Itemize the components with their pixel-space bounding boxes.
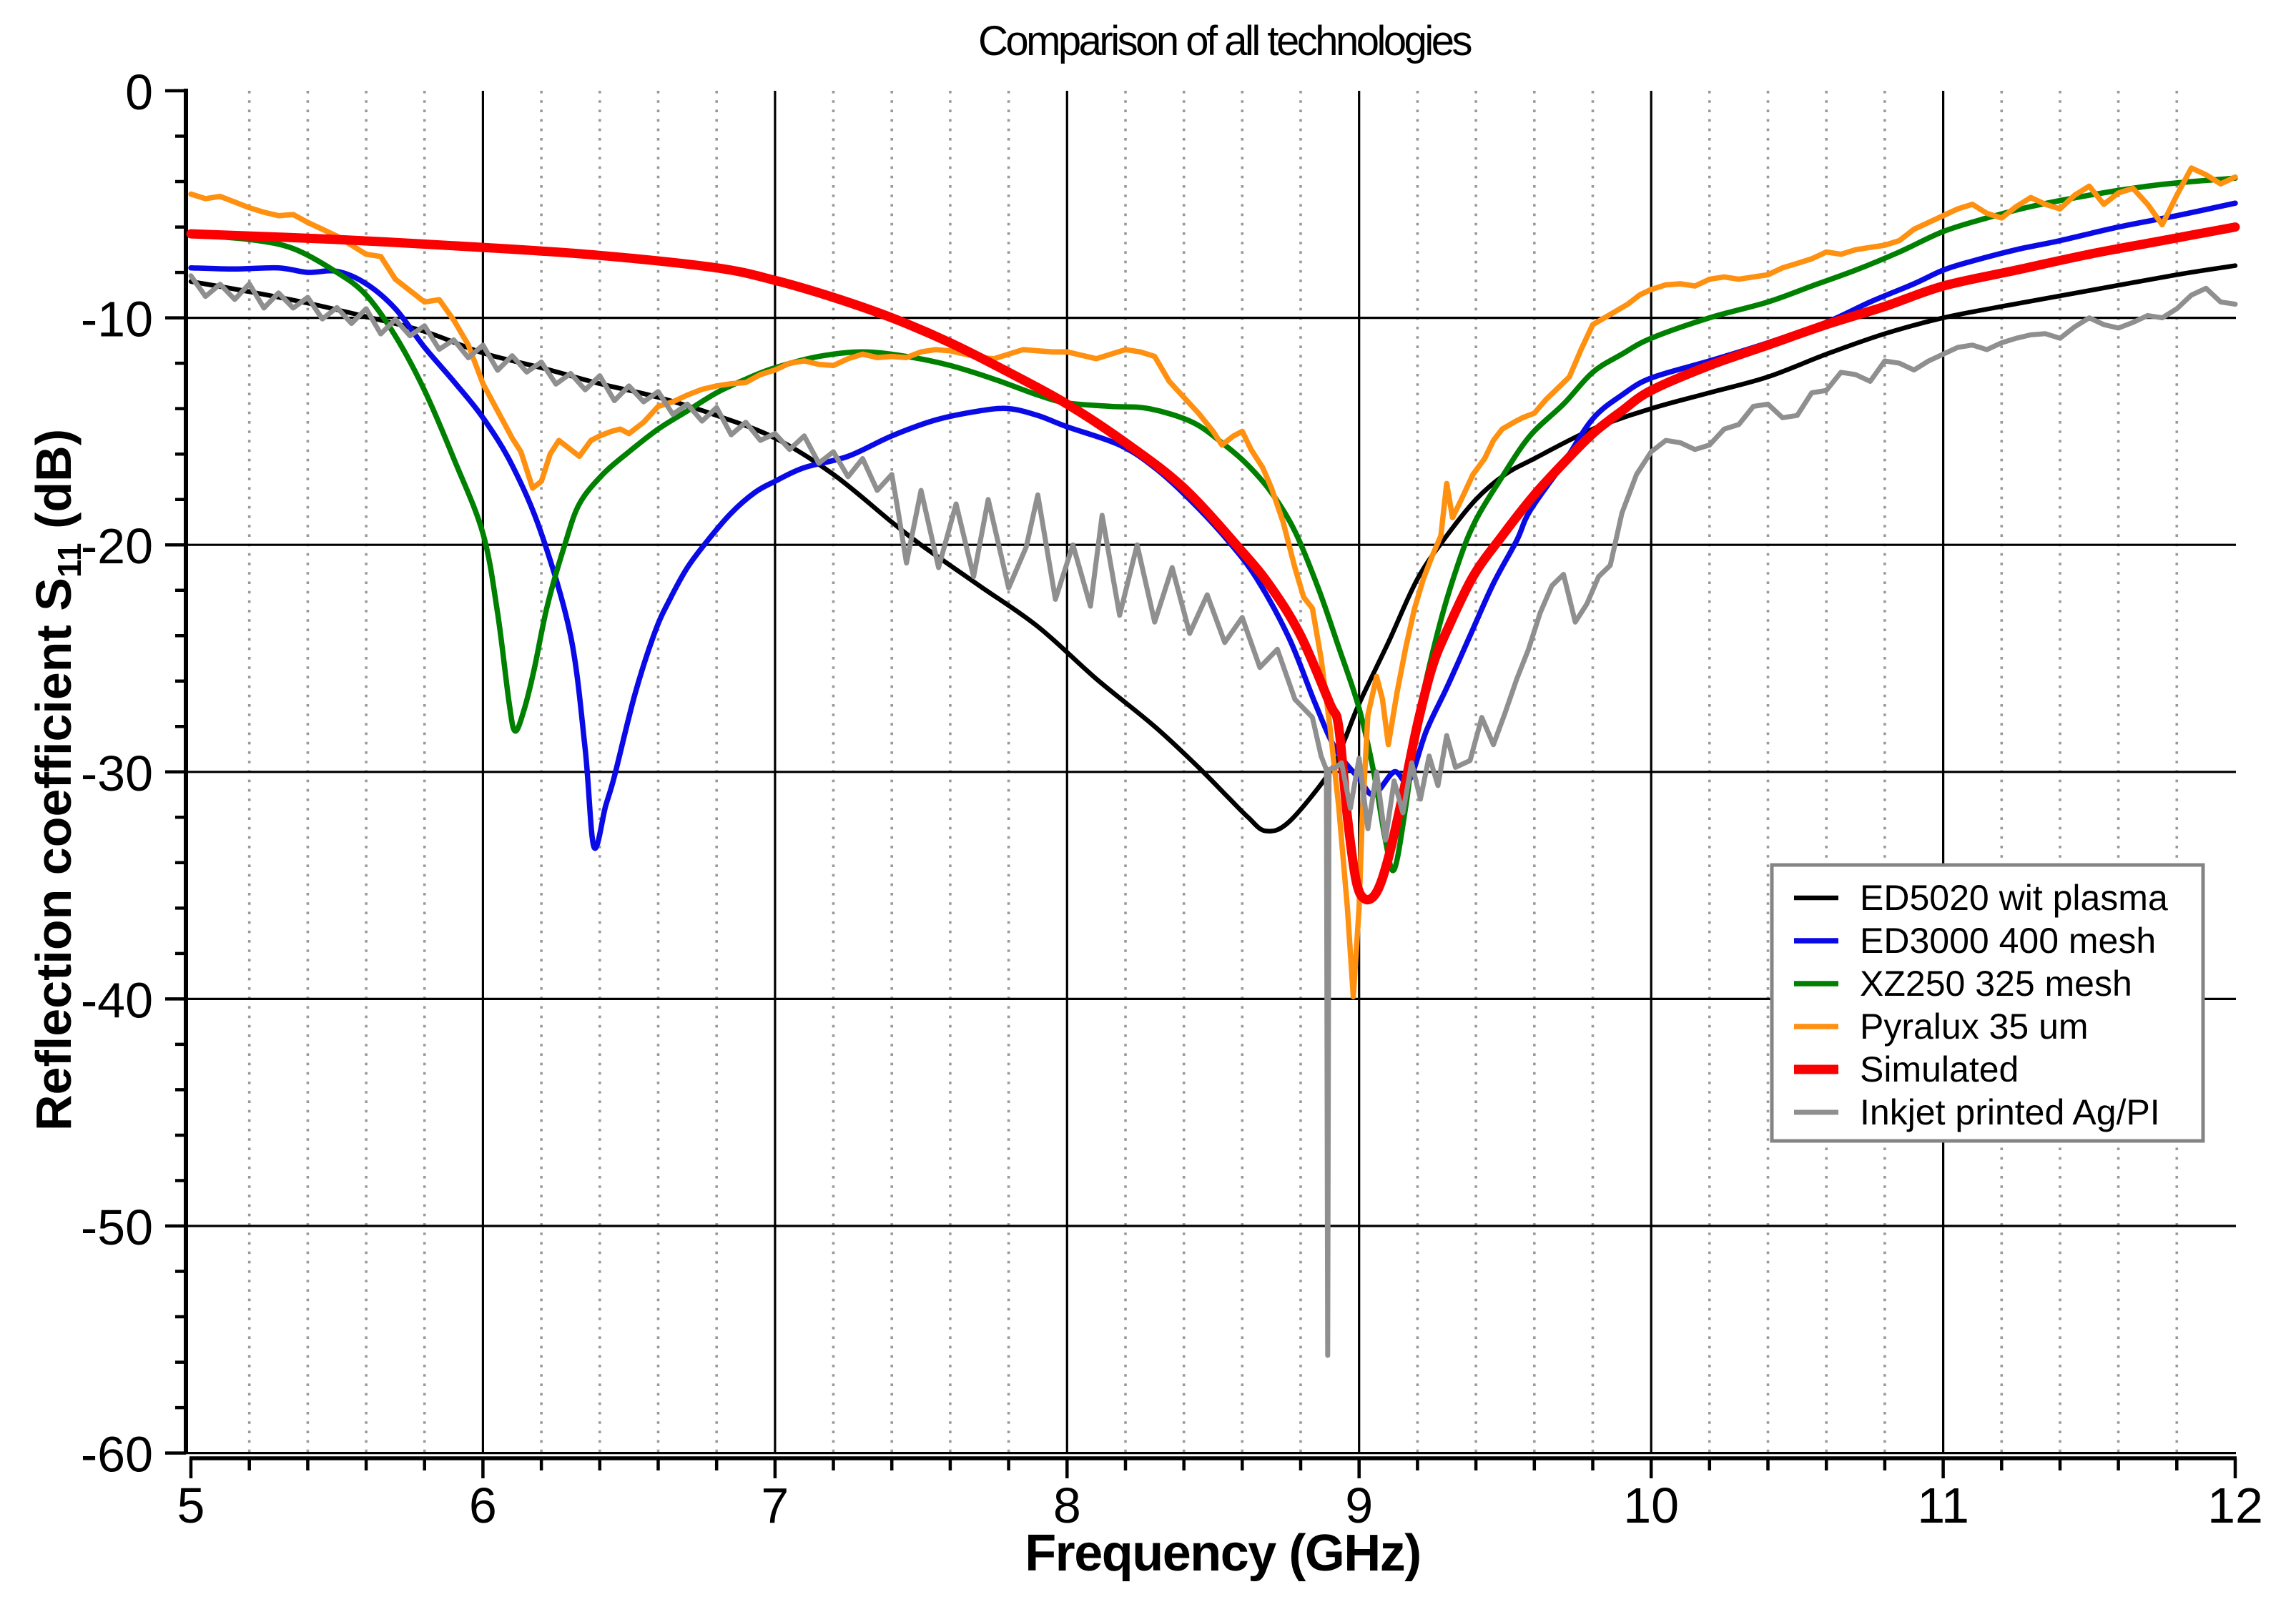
svg-text:Frequency (GHz): Frequency (GHz) (1025, 1525, 1421, 1582)
svg-text:XZ250 325 mesh: XZ250 325 mesh (1860, 964, 2132, 1004)
svg-text:8: 8 (1053, 1478, 1081, 1533)
svg-text:5: 5 (177, 1478, 205, 1533)
svg-text:Comparison of all technologies: Comparison of all technologies (978, 18, 1472, 64)
svg-text:ED3000 400 mesh: ED3000 400 mesh (1860, 921, 2156, 961)
svg-text:9: 9 (1345, 1478, 1373, 1533)
svg-text:11: 11 (1917, 1478, 1969, 1533)
svg-text:10: 10 (1623, 1478, 1679, 1533)
svg-text:-30: -30 (81, 746, 153, 801)
svg-text:Pyralux 35 um: Pyralux 35 um (1860, 1007, 2089, 1047)
svg-text:-60: -60 (81, 1427, 153, 1483)
svg-text:12: 12 (2207, 1478, 2263, 1533)
svg-text:0: 0 (125, 64, 153, 120)
svg-text:-20: -20 (81, 518, 153, 574)
svg-text:Inkjet printed Ag/PI: Inkjet printed Ag/PI (1860, 1092, 2160, 1132)
svg-text:Simulated: Simulated (1860, 1049, 2019, 1089)
svg-text:-40: -40 (81, 972, 153, 1028)
svg-text:-10: -10 (81, 292, 153, 347)
svg-text:ED5020 wit plasma: ED5020 wit plasma (1860, 878, 2168, 918)
svg-text:6: 6 (469, 1478, 497, 1533)
svg-text:7: 7 (761, 1478, 789, 1533)
svg-text:-50: -50 (81, 1200, 153, 1255)
svg-text:Reflection coefficient S11 (dB: Reflection coefficient S11 (dB) (26, 429, 88, 1131)
